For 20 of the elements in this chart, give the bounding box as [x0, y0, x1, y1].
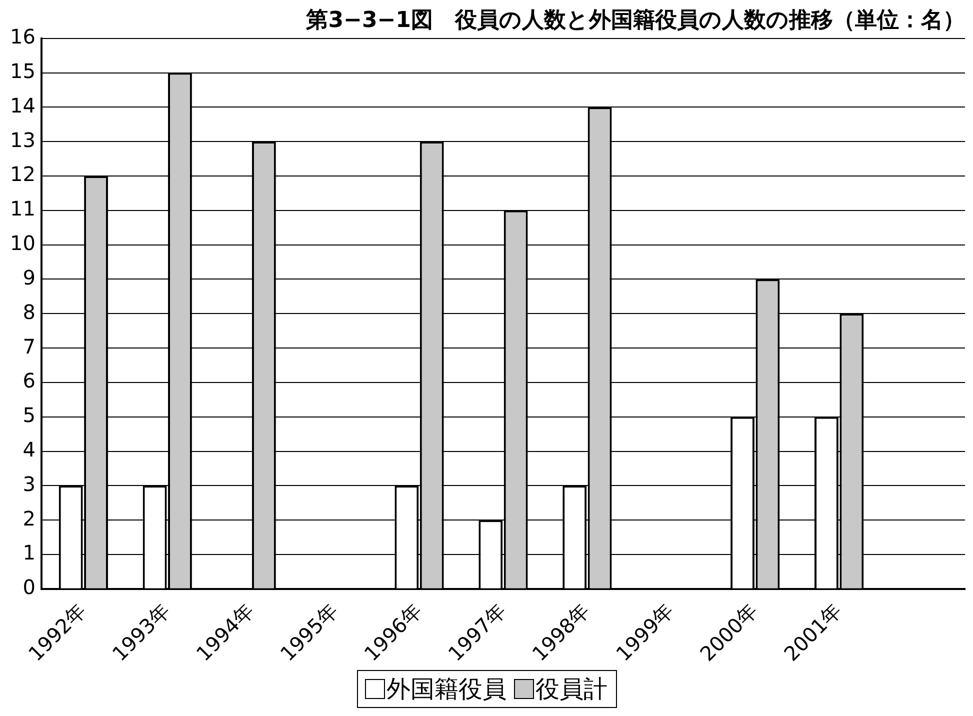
y-tick-label: 10 [10, 231, 36, 256]
y-tick-label: 15 [10, 59, 36, 84]
y-tick-label: 11 [10, 196, 36, 221]
y-tick-label: 4 [22, 437, 36, 462]
y-tick-label: 14 [10, 93, 36, 118]
y-tick-label: 8 [22, 300, 36, 324]
y-tick-label: 12 [10, 162, 36, 186]
legend-label: 外国籍役員 [386, 674, 506, 705]
y-tick-label: 0 [22, 575, 36, 600]
y-tick-label: 3 [22, 472, 36, 496]
y-tick-label: 2 [22, 506, 36, 530]
chart-title: 第3−3−1図 役員の人数と外国籍役員の人数の推移（単位：名） [305, 8, 965, 33]
y-tick-label: 5 [22, 403, 36, 428]
legend-label: 役員計 [536, 674, 608, 705]
y-tick-label: 9 [22, 265, 36, 290]
y-tick-label: 7 [22, 334, 36, 358]
y-tick-label: 13 [10, 128, 36, 152]
y-tick-label: 6 [22, 368, 36, 393]
y-tick-label: 16 [10, 24, 36, 49]
y-tick-label: 1 [22, 540, 36, 565]
